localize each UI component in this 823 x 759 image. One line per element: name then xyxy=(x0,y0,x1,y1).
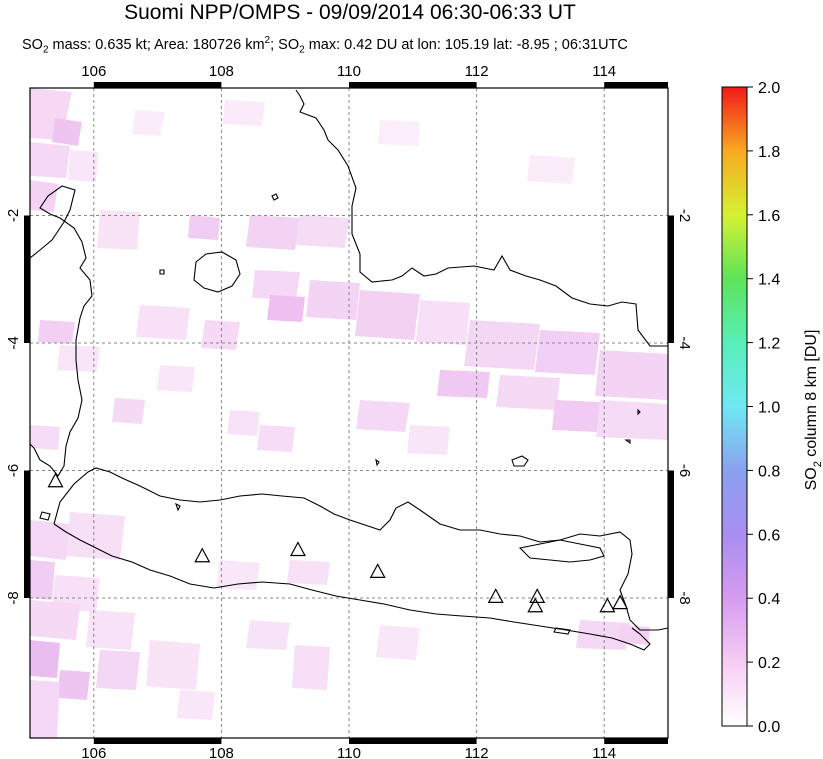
map-border-bars xyxy=(24,82,674,744)
lat-tick-left: -6 xyxy=(5,464,22,477)
colorbar-tick-label: 0.2 xyxy=(758,655,780,672)
volcano-markers xyxy=(47,472,629,613)
java-coast xyxy=(53,467,668,631)
lon-tick-bottom: 106 xyxy=(81,745,106,759)
lat-tick-right: -8 xyxy=(676,591,693,604)
lon-tick-top: 106 xyxy=(81,63,106,80)
lat-tick-left: -2 xyxy=(5,209,22,222)
lat-tick-right: -4 xyxy=(676,336,693,349)
colorbar-tick-label: 1.6 xyxy=(758,208,780,225)
colorbar-tick-label: 1.4 xyxy=(758,272,780,289)
lat-tick-right: -2 xyxy=(676,209,693,222)
triangle-icon xyxy=(289,541,306,557)
lon-ticks-bottom: 106 108 110 112 114 xyxy=(81,745,616,759)
colorbar-tick-label: 0.0 xyxy=(758,719,780,736)
so2-pixel-field xyxy=(30,88,668,738)
colorbar-tick-label: 2.0 xyxy=(758,80,780,97)
lon-tick-bottom: 112 xyxy=(465,745,489,759)
triangle-icon xyxy=(527,597,544,613)
lat-tick-left: -8 xyxy=(5,591,22,604)
triangle-icon xyxy=(599,597,616,613)
colorbar-tick-label: 0.6 xyxy=(758,527,780,544)
triangle-icon xyxy=(487,588,504,603)
lon-tick-top: 114 xyxy=(592,63,616,80)
lon-tick-top: 110 xyxy=(337,63,361,80)
map-subtitle: SO2 mass: 0.635 kt; Area: 180726 km2; SO… xyxy=(22,35,628,56)
coastlines xyxy=(30,89,668,651)
lat-tick-left: -4 xyxy=(5,336,22,349)
borneo-coast xyxy=(295,89,668,347)
colorbar-tick-label: 1.8 xyxy=(758,144,780,161)
triangle-icon xyxy=(529,588,546,603)
colorbar-tick-label: 0.4 xyxy=(758,591,780,608)
colorbar xyxy=(721,86,748,727)
colorbar-label: SO2 column 8 km [DU] xyxy=(803,330,823,491)
triangle-icon xyxy=(47,472,64,488)
triangle-icon xyxy=(194,547,211,563)
lat-tick-right: -6 xyxy=(676,464,693,477)
lon-ticks-top: 106 108 110 112 114 xyxy=(81,63,616,80)
sumatra-coast xyxy=(30,185,93,477)
lon-tick-bottom: 110 xyxy=(337,745,361,759)
triangle-icon xyxy=(612,594,629,610)
colorbar-tick-label: 0.8 xyxy=(758,463,780,480)
lon-tick-bottom: 108 xyxy=(209,745,234,759)
colorbar-ticks: 0.0 0.2 0.4 0.6 0.8 1.0 1.2 1.4 1.6 1.8 2.0 xyxy=(747,80,780,736)
lat-ticks-left: -2 -4 -6 -8 xyxy=(5,209,22,605)
triangle-icon xyxy=(369,563,386,578)
lat-ticks-right: -2 -4 -6 -8 xyxy=(676,209,693,605)
map-title: Suomi NPP/OMPS - 09/09/2014 06:30-06:33 … xyxy=(124,1,576,24)
lon-tick-top: 112 xyxy=(465,63,489,80)
lon-tick-top: 108 xyxy=(209,63,234,80)
colorbar-tick-label: 1.2 xyxy=(758,336,780,353)
belitung-coast xyxy=(193,251,241,293)
madura-coast xyxy=(518,539,605,563)
lon-tick-bottom: 114 xyxy=(592,745,616,759)
colorbar-tick-label: 1.0 xyxy=(758,400,780,417)
